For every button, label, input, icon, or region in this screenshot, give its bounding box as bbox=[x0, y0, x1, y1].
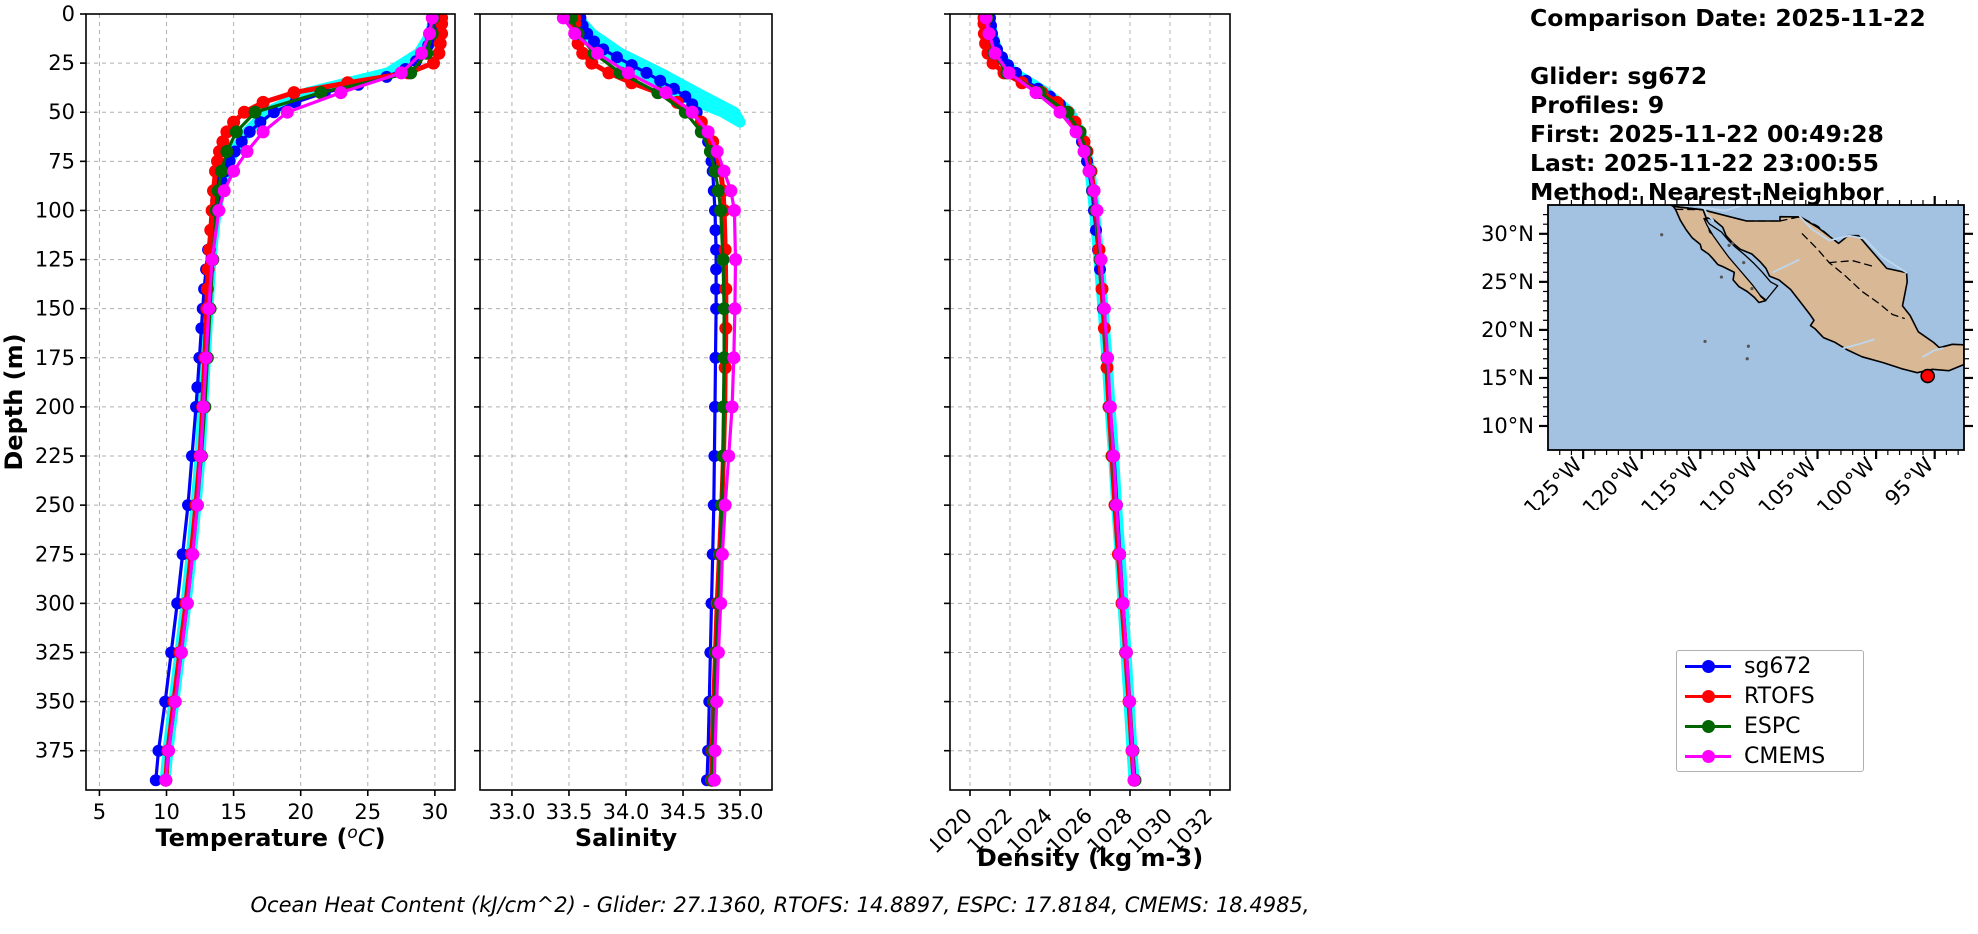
svg-text:20: 20 bbox=[287, 800, 314, 824]
svg-text:225: 225 bbox=[35, 444, 75, 468]
method-text: Method: Nearest-Neighbor bbox=[1530, 178, 1884, 206]
svg-text:25: 25 bbox=[354, 800, 381, 824]
svg-text:20°N: 20°N bbox=[1481, 318, 1534, 342]
legend-item-rtofs: RTOFS bbox=[1677, 681, 1863, 711]
metadata-spacer bbox=[1530, 33, 1926, 62]
svg-text:105°W: 105°W bbox=[1754, 452, 1822, 510]
legend-swatch-cmems bbox=[1685, 749, 1731, 763]
svg-text:10°N: 10°N bbox=[1481, 414, 1534, 438]
profiles-text: Profiles: 9 bbox=[1530, 91, 1665, 119]
metadata-block: Comparison Date: 2025-11-22 Glider: sg67… bbox=[1530, 4, 1926, 207]
legend-swatch-espc bbox=[1685, 719, 1731, 733]
temperature-plot: 5 10 15 20 25 3002550751001251501752002252502… bbox=[0, 2, 456, 852]
legend-label-sg672: sg672 bbox=[1744, 653, 1812, 679]
svg-text:5: 5 bbox=[93, 800, 106, 824]
svg-text:110°W: 110°W bbox=[1695, 452, 1763, 510]
legend-item-cmems: CMEMS bbox=[1677, 741, 1863, 771]
first-profile-text: First: 2025-11-22 00:49:28 bbox=[1530, 120, 1884, 148]
svg-text:120°W: 120°W bbox=[1578, 452, 1646, 510]
series-legend: sg672 RTOFS ESPC CMEMS bbox=[1676, 650, 1864, 772]
svg-text:350: 350 bbox=[35, 690, 75, 714]
svg-text:34.0: 34.0 bbox=[603, 800, 650, 824]
legend-swatch-sg672 bbox=[1685, 659, 1731, 673]
location-map: 30°N 25°N 20°N 15°N 10°N 125°W120°W115°W110°W… bbox=[1481, 196, 1973, 510]
svg-text:175: 175 bbox=[35, 346, 75, 370]
ocean-heat-content-caption: Ocean Heat Content (kJ/cm^2) - Glider: 2… bbox=[250, 893, 1310, 917]
svg-text:200: 200 bbox=[35, 395, 75, 419]
temperature-panel: 5 10 15 20 25 30 0 25 50 75 100 125 150 175 200 225 250 2… bbox=[0, 0, 470, 890]
svg-text:125°W: 125°W bbox=[1519, 452, 1587, 510]
legend-item-sg672: sg672 bbox=[1677, 651, 1863, 681]
svg-text:33.0: 33.0 bbox=[489, 800, 536, 824]
legend-label-cmems: CMEMS bbox=[1744, 743, 1826, 769]
svg-text:15: 15 bbox=[220, 800, 247, 824]
svg-text:34.5: 34.5 bbox=[660, 800, 707, 824]
svg-text:375: 375 bbox=[35, 739, 75, 763]
legend-item-espc: ESPC bbox=[1677, 711, 1863, 741]
svg-text:35.0: 35.0 bbox=[717, 800, 764, 824]
svg-text:95°W: 95°W bbox=[1880, 452, 1938, 510]
last-profile-text: Last: 2025-11-22 23:00:55 bbox=[1530, 149, 1880, 177]
svg-text:Salinity: Salinity bbox=[575, 824, 678, 852]
svg-text:10: 10 bbox=[153, 800, 180, 824]
svg-text:33.5: 33.5 bbox=[546, 800, 593, 824]
svg-text:115°W: 115°W bbox=[1636, 452, 1704, 510]
svg-text:Density (kg m-3): Density (kg m-3) bbox=[977, 844, 1203, 872]
svg-text:150: 150 bbox=[35, 297, 75, 321]
svg-text:275: 275 bbox=[35, 542, 75, 566]
svg-text:300: 300 bbox=[35, 591, 75, 615]
svg-text:30: 30 bbox=[422, 800, 449, 824]
glider-text: Glider: sg672 bbox=[1530, 62, 1708, 90]
legend-label-rtofs: RTOFS bbox=[1744, 683, 1815, 709]
svg-text:30°N: 30°N bbox=[1481, 222, 1534, 246]
svg-text:125: 125 bbox=[35, 248, 75, 272]
svg-text:250: 250 bbox=[35, 493, 75, 517]
legend-label-espc: ESPC bbox=[1744, 713, 1801, 739]
comparison-date-text: Comparison Date: 2025-11-22 bbox=[1530, 4, 1926, 32]
density-panel: 1020 1022 1024 1026 1028 1030 1032 Density (kg … bbox=[930, 0, 1460, 890]
svg-text:100: 100 bbox=[35, 198, 75, 222]
svg-text:100°W: 100°W bbox=[1812, 452, 1880, 510]
svg-text:15°N: 15°N bbox=[1481, 366, 1534, 390]
svg-text:75: 75 bbox=[48, 149, 75, 173]
legend-swatch-rtofs bbox=[1685, 689, 1731, 703]
svg-text:Depth (m): Depth (m) bbox=[0, 333, 28, 470]
svg-text:50: 50 bbox=[48, 100, 75, 124]
svg-text:0: 0 bbox=[62, 2, 75, 26]
svg-text:25: 25 bbox=[48, 51, 75, 75]
svg-text:Temperature (oC): Temperature (oC) bbox=[155, 823, 385, 852]
location-map-panel: 30°N 25°N 20°N 15°N 10°N 125°W 120°W 115°W 110°W… bbox=[1480, 185, 1978, 510]
salinity-plot: 33.0 33.5 34.0 34.5 35.0 Salinity bbox=[474, 13, 773, 852]
svg-text:325: 325 bbox=[35, 640, 75, 664]
svg-text:25°N: 25°N bbox=[1481, 270, 1534, 294]
salinity-panel: 33.0 33.5 34.0 34.5 35.0 Salinity bbox=[460, 0, 940, 890]
